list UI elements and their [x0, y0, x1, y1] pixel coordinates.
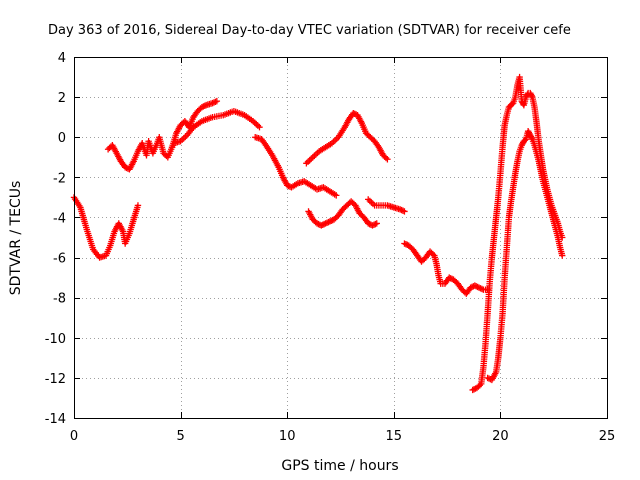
data-point: [212, 98, 219, 105]
data-point: [350, 109, 357, 117]
y-tick-labels: -14 -12 -10 -8 -6 -4 -2 0 2 4: [45, 51, 66, 427]
data-point: [284, 182, 291, 189]
data-point: [370, 221, 378, 228]
x-tick-label: 15: [386, 429, 403, 444]
data-point: [325, 218, 332, 226]
series-track-5: [252, 134, 340, 199]
data-point: [478, 285, 486, 293]
data-point: [365, 220, 372, 227]
data-point: [396, 206, 404, 213]
data-point: [528, 134, 535, 142]
y-tick-label: -8: [53, 292, 66, 307]
chart-title: Day 363 of 2016, Sidereal Day-to-day VTE…: [48, 23, 571, 38]
data-point: [402, 240, 410, 248]
data-point: [401, 208, 408, 215]
data-point: [366, 220, 373, 228]
data-point: [134, 202, 142, 209]
series-track-7: [305, 198, 380, 229]
series-track-11: [484, 128, 566, 384]
data-point: [200, 103, 207, 110]
data-point: [369, 222, 376, 229]
grid-lines: [74, 57, 607, 418]
data-point: [256, 123, 263, 131]
series-track-10: [469, 73, 566, 394]
data-point: [210, 99, 218, 106]
data-point: [326, 218, 334, 225]
data-point: [315, 220, 322, 228]
data-point: [382, 154, 390, 162]
series-track-8: [365, 196, 408, 215]
series-track-3: [168, 97, 221, 151]
y-tick-label: -2: [53, 171, 66, 186]
x-tick-label: 0: [70, 429, 78, 444]
axis-ticks: [74, 57, 608, 419]
data-point: [322, 220, 329, 227]
data-point: [447, 275, 454, 282]
y-tick-label: 2: [58, 91, 66, 106]
y-tick-label: -12: [45, 372, 66, 387]
plot-frame: [74, 57, 608, 419]
y-axis-label: SDTVAR / TECUs: [8, 181, 24, 296]
data-point: [474, 283, 481, 291]
x-tick-labels: 0 5 10 15 20 25: [70, 429, 615, 444]
data-point: [384, 156, 391, 163]
data-point: [476, 382, 483, 389]
data-point: [328, 217, 335, 224]
series-track-4: [171, 107, 263, 147]
data-point: [320, 220, 328, 228]
data-point: [373, 220, 380, 227]
data-point: [468, 283, 476, 291]
data-point: [333, 192, 340, 199]
y-tick-label: 4: [58, 51, 66, 66]
data-point: [213, 97, 221, 105]
y-tick-label: -10: [45, 332, 66, 347]
data-point: [318, 222, 325, 229]
series-track-9: [401, 240, 491, 297]
data-point: [313, 220, 321, 227]
data-point: [467, 284, 474, 291]
y-tick-label: -14: [45, 412, 66, 427]
data-point: [372, 220, 379, 228]
data-point: [471, 282, 479, 289]
y-tick-label: 0: [58, 131, 66, 146]
data-point: [351, 110, 358, 118]
data-point: [475, 284, 483, 291]
x-axis-label: GPS time / hours: [281, 458, 398, 474]
data-point: [319, 221, 326, 228]
data-point: [399, 207, 407, 214]
series-track-1: [70, 194, 142, 261]
x-tick-label: 20: [492, 429, 509, 444]
y-tick-label: -6: [53, 252, 66, 267]
data-point: [559, 252, 566, 259]
series-track-6: [303, 109, 391, 167]
data-point: [429, 251, 437, 258]
data-point: [528, 92, 535, 99]
data-marks: [70, 73, 566, 394]
data-point: [446, 274, 453, 281]
y-tick-label: -4: [53, 211, 66, 226]
data-point: [201, 102, 208, 110]
data-point: [473, 283, 480, 290]
x-tick-label: 25: [599, 429, 616, 444]
data-point: [209, 99, 216, 107]
data-point: [198, 103, 206, 111]
data-point: [398, 206, 405, 214]
data-point: [401, 240, 408, 247]
data-point: [469, 386, 476, 394]
data-point: [470, 386, 478, 393]
x-tick-label: 10: [279, 429, 296, 444]
data-point: [477, 285, 484, 292]
x-tick-label: 5: [176, 429, 184, 444]
data-point: [323, 219, 331, 226]
series-track-2: [104, 134, 176, 173]
